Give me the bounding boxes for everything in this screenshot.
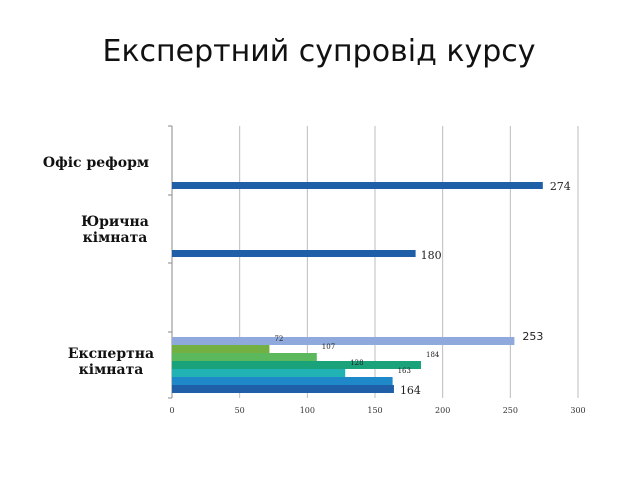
data-label: 180 [421,249,442,262]
data-label: 274 [550,180,571,193]
bar [172,377,393,385]
x-tick-label: 250 [503,406,518,415]
x-tick-label: 0 [169,406,174,415]
bar [172,337,515,345]
x-tick-label: 200 [435,406,450,415]
x-tick-label: 300 [570,406,585,415]
data-label: 164 [400,384,421,397]
data-label: 72 [274,335,283,343]
data-label: 253 [522,330,543,343]
x-tick-label: 150 [367,406,382,415]
bar [172,345,270,353]
bar [172,361,422,369]
data-label: 184 [426,351,440,359]
bar [172,250,416,257]
category-label: Офіс реформ [42,155,150,171]
x-tick-label: 50 [235,406,245,415]
slide-title: Експертний супровід курсу [102,34,536,69]
bar [172,353,317,361]
bar [172,182,543,189]
bar [172,369,346,377]
data-label: 163 [398,367,411,375]
data-label: 107 [322,343,335,351]
category-label: Експертна кімната [67,346,155,378]
x-tick-label: 100 [300,406,315,415]
data-label: 128 [350,359,363,367]
category-label: Юрична кімната [81,214,149,246]
bar [172,385,394,393]
